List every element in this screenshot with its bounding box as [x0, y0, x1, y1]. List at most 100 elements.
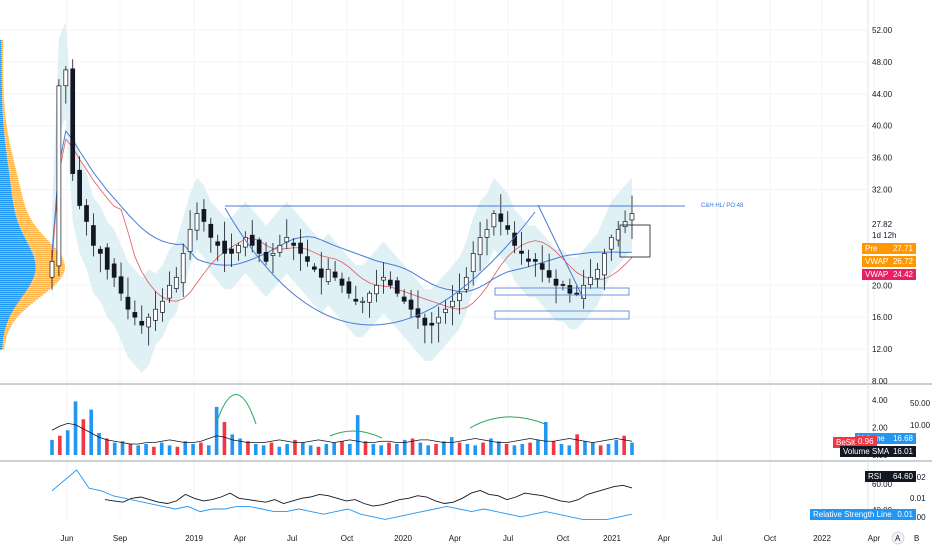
volume-tick-label: 4.00	[872, 396, 888, 405]
candle-body[interactable]	[49, 260, 55, 278]
candle-body[interactable]	[208, 223, 214, 238]
candle-body[interactable]	[215, 241, 221, 246]
candle-body[interactable]	[332, 271, 338, 278]
candle-body[interactable]	[312, 266, 317, 270]
candle-body[interactable]	[277, 245, 283, 253]
price-axis[interactable]: 52.00 48.00 44.00 40.00 36.00 32.00 20.00 16.00…	[872, 26, 893, 386]
candle-body[interactable]	[249, 234, 255, 246]
candle-body[interactable]	[353, 298, 359, 302]
candle-body[interactable]	[194, 213, 200, 231]
candle-body[interactable]	[526, 258, 531, 262]
candle-body[interactable]	[374, 284, 379, 295]
candle-body[interactable]	[132, 312, 138, 318]
candle-body[interactable]	[91, 225, 96, 246]
candle-body[interactable]	[602, 253, 607, 276]
candle-body[interactable]	[367, 292, 372, 303]
candle-body[interactable]	[457, 292, 462, 302]
candle-body[interactable]	[187, 229, 193, 252]
candle-body[interactable]	[77, 169, 82, 206]
candle-body[interactable]	[111, 263, 117, 278]
candle-body[interactable]	[387, 279, 393, 286]
candle-body[interactable]	[401, 296, 407, 302]
profile-bar-orange	[8, 318, 17, 320]
cup-arc[interactable]	[224, 207, 536, 326]
candle-body[interactable]	[318, 268, 324, 278]
candle-body[interactable]	[477, 237, 483, 256]
candle-body[interactable]	[346, 281, 352, 294]
cup-handle-annotation[interactable]: C&H HL/ PO:48	[701, 203, 744, 209]
candle-body[interactable]	[443, 308, 448, 313]
candle-body[interactable]	[256, 239, 262, 254]
candle-body[interactable]	[167, 284, 172, 299]
candle-body[interactable]	[160, 300, 165, 313]
candle-body[interactable]	[553, 278, 559, 286]
candle-body[interactable]	[291, 242, 297, 246]
candle-body[interactable]	[270, 253, 276, 256]
candle-body[interactable]	[588, 276, 593, 285]
candle-body[interactable]	[381, 276, 386, 281]
candle-body[interactable]	[429, 322, 435, 326]
candle-body[interactable]	[491, 213, 497, 228]
candle-body[interactable]	[450, 300, 455, 308]
candle-body[interactable]	[263, 251, 269, 262]
candle-body[interactable]	[422, 317, 428, 326]
candle-body[interactable]	[394, 280, 400, 294]
candle-body[interactable]	[63, 69, 69, 87]
candle-body[interactable]	[436, 316, 442, 324]
candle-body[interactable]	[470, 253, 476, 272]
candle-body[interactable]	[305, 256, 310, 262]
candle-body[interactable]	[222, 240, 227, 254]
candle-body[interactable]	[325, 268, 331, 282]
candle-body[interactable]	[622, 221, 628, 228]
candle-body[interactable]	[360, 300, 366, 303]
profile-bar-blue	[0, 346, 3, 348]
support-box-upper[interactable]	[494, 287, 630, 296]
candle-body[interactable]	[118, 276, 124, 294]
candle-body[interactable]	[484, 229, 490, 238]
candle-body[interactable]	[608, 237, 614, 250]
candle-body[interactable]	[415, 308, 421, 318]
candle-body[interactable]	[153, 308, 158, 321]
candle-body[interactable]	[498, 213, 504, 222]
candle-body[interactable]	[56, 85, 62, 267]
time-tick-label: Apr	[234, 534, 247, 543]
candle-body[interactable]	[298, 242, 303, 254]
candlesticks[interactable]	[49, 59, 635, 346]
candle-body[interactable]	[560, 284, 566, 286]
candle-body[interactable]	[236, 245, 241, 254]
candle-body[interactable]	[629, 213, 635, 221]
candle-body[interactable]	[532, 259, 538, 262]
candle-body[interactable]	[97, 248, 103, 254]
profile-bar-blue	[0, 180, 11, 182]
candle-body[interactable]	[339, 278, 345, 286]
candle-body[interactable]	[146, 316, 152, 328]
candle-body[interactable]	[505, 225, 511, 230]
candle-body[interactable]	[539, 263, 545, 270]
auto-scale-button[interactable]	[891, 531, 905, 545]
support-box-lower[interactable]	[494, 310, 630, 320]
candle-body[interactable]	[70, 68, 76, 174]
time-tick-label: Jun	[61, 534, 74, 543]
candle-body[interactable]	[595, 268, 600, 279]
time-axis[interactable]: Jun Sep 2019 Apr Jul Oct 2020 Apr Jul Oct 2021 Apr J…	[61, 534, 881, 543]
candle-body[interactable]	[180, 253, 186, 284]
candle-body[interactable]	[104, 247, 110, 270]
candle-body[interactable]	[201, 209, 207, 222]
candle-body[interactable]	[519, 250, 524, 254]
candle-body[interactable]	[546, 270, 552, 278]
candle-body[interactable]	[284, 237, 290, 243]
candle-body[interactable]	[229, 248, 234, 254]
profile-bar-orange	[10, 182, 20, 184]
handle-line[interactable]	[537, 204, 585, 301]
candle-body[interactable]	[139, 320, 145, 326]
log-scale-icon[interactable]: B	[914, 534, 919, 543]
candle-body[interactable]	[574, 292, 580, 295]
candle-body[interactable]	[567, 285, 573, 294]
candle-body[interactable]	[84, 205, 89, 222]
candle-body[interactable]	[615, 229, 621, 241]
candle-body[interactable]	[408, 299, 414, 310]
breakout-box[interactable]	[619, 224, 651, 258]
candle-body[interactable]	[173, 276, 179, 289]
candle-body[interactable]	[125, 296, 131, 310]
